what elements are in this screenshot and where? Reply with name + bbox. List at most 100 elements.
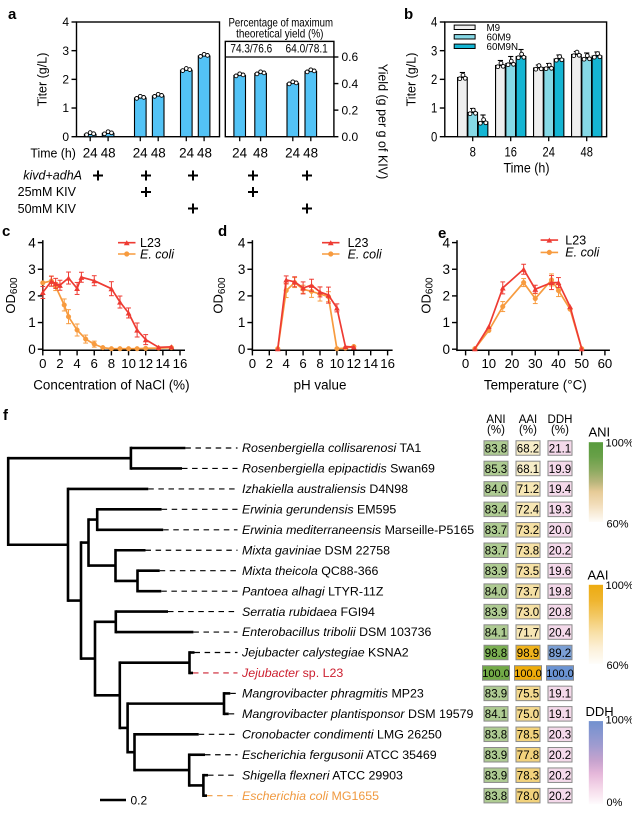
svg-text:20: 20 [505, 356, 520, 371]
svg-text:83.9: 83.9 [485, 750, 507, 762]
svg-text:48: 48 [197, 146, 212, 161]
svg-text:19.1: 19.1 [549, 689, 571, 701]
svg-text:3: 3 [431, 43, 437, 58]
svg-text:(%): (%) [487, 425, 505, 437]
svg-text:10: 10 [330, 356, 345, 371]
svg-text:Serratia rubidaea FGI94: Serratia rubidaea FGI94 [242, 605, 375, 619]
svg-text:83.9: 83.9 [485, 607, 507, 619]
svg-text:73.5: 73.5 [517, 566, 539, 578]
svg-text:71.7: 71.7 [517, 627, 539, 639]
svg-text:2: 2 [238, 289, 246, 304]
svg-text:83.8: 83.8 [485, 791, 507, 803]
svg-text:Izhakiella australiensis D4N98: Izhakiella australiensis D4N98 [242, 482, 408, 496]
svg-text:0: 0 [62, 130, 69, 144]
svg-text:4: 4 [73, 356, 80, 371]
svg-text:16: 16 [173, 356, 188, 371]
svg-text:20.3: 20.3 [549, 730, 571, 742]
svg-text:Rosenbergiella collisarenosi T: Rosenbergiella collisarenosi TA1 [242, 441, 421, 455]
svg-text:78.0: 78.0 [517, 791, 539, 803]
svg-text:20.2: 20.2 [549, 546, 571, 558]
svg-text:3: 3 [62, 44, 69, 58]
svg-text:24: 24 [133, 146, 148, 161]
svg-text:Erwinia mediterraneensis Marse: Erwinia mediterraneensis Marseille-P5165 [242, 523, 474, 537]
svg-text:Escherichia coli MG1655: Escherichia coli MG1655 [242, 789, 379, 803]
svg-text:84.1: 84.1 [485, 627, 507, 639]
svg-text:Titer (g/L): Titer (g/L) [36, 53, 50, 107]
svg-text:0: 0 [462, 356, 469, 371]
svg-text:24: 24 [232, 146, 247, 161]
svg-text:83.8: 83.8 [485, 730, 507, 742]
svg-text:100.0: 100.0 [546, 668, 574, 680]
svg-text:73.0: 73.0 [517, 607, 539, 619]
svg-text:16: 16 [505, 144, 517, 159]
svg-text:20.0: 20.0 [549, 525, 571, 537]
svg-text:8: 8 [470, 144, 476, 159]
svg-text:60: 60 [598, 356, 613, 371]
svg-text:Cronobacter condimenti LMG 262: Cronobacter condimenti LMG 26250 [242, 728, 442, 742]
svg-text:85.3: 85.3 [485, 464, 507, 476]
svg-text:0: 0 [238, 342, 246, 357]
svg-text:Yield (g per g of KIV): Yield (g per g of KIV) [376, 64, 390, 180]
svg-text:19.6: 19.6 [549, 566, 571, 578]
svg-text:1: 1 [62, 101, 69, 115]
svg-text:68.1: 68.1 [517, 464, 539, 476]
svg-text:1: 1 [442, 315, 450, 330]
svg-text:Mangrovibacter plantisponsor D: Mangrovibacter plantisponsor DSM 19579 [242, 707, 474, 721]
svg-text:4: 4 [283, 356, 290, 371]
svg-text:12: 12 [346, 356, 361, 371]
svg-text:72.4: 72.4 [517, 505, 540, 517]
svg-text:19.1: 19.1 [549, 709, 571, 721]
svg-text:2: 2 [62, 73, 69, 87]
svg-text:78.5: 78.5 [517, 730, 539, 742]
svg-text:83.9: 83.9 [485, 689, 507, 701]
svg-text:74.3/76.6: 74.3/76.6 [230, 42, 272, 56]
svg-text:20.2: 20.2 [549, 771, 571, 783]
svg-text:71.2: 71.2 [517, 484, 539, 496]
svg-text:98.9: 98.9 [517, 648, 539, 660]
svg-text:E. coli: E. coli [348, 247, 383, 261]
svg-text:48: 48 [101, 146, 116, 161]
svg-text:2: 2 [442, 289, 450, 304]
svg-text:98.8: 98.8 [485, 648, 507, 660]
svg-text:2: 2 [56, 356, 63, 371]
svg-text:19.9: 19.9 [549, 464, 571, 476]
svg-text:2: 2 [28, 289, 36, 304]
svg-text:73.7: 73.7 [517, 586, 539, 598]
svg-text:20.2: 20.2 [549, 750, 571, 762]
svg-text:60%: 60% [607, 660, 629, 672]
svg-text:19.3: 19.3 [549, 505, 571, 517]
svg-text:30: 30 [528, 356, 543, 371]
svg-text:75.5: 75.5 [517, 689, 539, 701]
svg-text:6: 6 [299, 356, 306, 371]
svg-text:kivd+adhA: kivd+adhA [23, 169, 82, 183]
svg-text:Jejubacter sp. L23: Jejubacter sp. L23 [241, 666, 343, 680]
svg-text:0: 0 [39, 356, 46, 371]
svg-text:4: 4 [442, 235, 450, 250]
svg-text:1: 1 [431, 101, 437, 116]
svg-text:0: 0 [442, 342, 450, 357]
svg-text:73.8: 73.8 [517, 546, 539, 558]
svg-text:83.9: 83.9 [485, 771, 507, 783]
svg-text:Shigella flexneri ATCC 29903: Shigella flexneri ATCC 29903 [242, 768, 403, 782]
svg-text:Mangrovibacter phragmitis MP23: Mangrovibacter phragmitis MP23 [242, 687, 424, 701]
svg-text:Time (h): Time (h) [30, 146, 76, 161]
svg-text:75.0: 75.0 [517, 709, 539, 721]
svg-text:6: 6 [91, 356, 98, 371]
svg-text:24: 24 [179, 146, 194, 161]
svg-text:Time (h): Time (h) [504, 161, 550, 176]
svg-text:b: b [404, 6, 413, 23]
svg-text:Escherichia fergusonii ATCC 35: Escherichia fergusonii ATCC 35469 [242, 748, 437, 762]
svg-text:Concentration of NaCl (%): Concentration of NaCl (%) [33, 377, 189, 392]
svg-text:(%): (%) [551, 425, 569, 437]
svg-text:100.0: 100.0 [482, 668, 510, 680]
svg-text:83.8: 83.8 [485, 443, 507, 455]
svg-text:64.0/78.1: 64.0/78.1 [286, 42, 328, 56]
svg-text:c: c [2, 223, 10, 240]
svg-text:3: 3 [238, 262, 246, 277]
svg-text:Jejubacter calystegiae KSNA2: Jejubacter calystegiae KSNA2 [241, 646, 409, 660]
svg-text:1: 1 [28, 315, 36, 330]
svg-text:20.4: 20.4 [549, 627, 572, 639]
svg-text:24: 24 [543, 144, 556, 159]
svg-text:77.8: 77.8 [517, 750, 539, 762]
svg-text:Enterobacillus tribolii DSM 10: Enterobacillus tribolii DSM 103736 [242, 625, 432, 639]
